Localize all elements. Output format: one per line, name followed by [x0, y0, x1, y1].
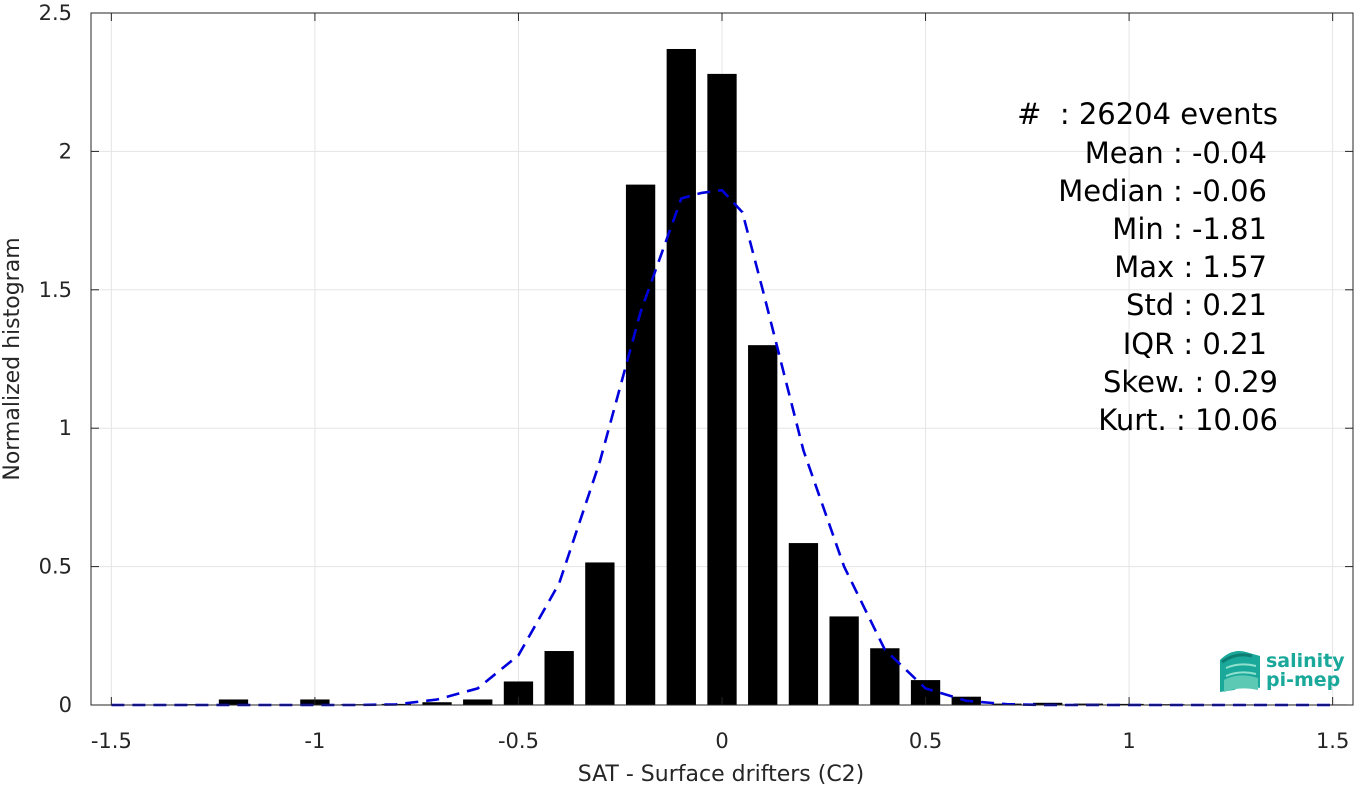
wave-logo-icon — [1220, 651, 1260, 692]
stat-iqr: IQR : 0.21 — [1123, 327, 1267, 361]
y-tick-label: 0 — [59, 693, 72, 717]
stat-mean: Mean : -0.04 — [1085, 136, 1267, 170]
logo-text-pimep: pi-mep — [1266, 669, 1340, 691]
histogram-bar — [625, 184, 656, 706]
histogram-bar — [748, 345, 778, 705]
x-tick-label: -0.5 — [498, 729, 539, 753]
histogram-bar — [218, 699, 249, 705]
histogram-bar — [829, 616, 859, 705]
histogram-bar — [788, 543, 819, 705]
y-tick-label: 2.5 — [39, 1, 72, 25]
histogram-bar — [503, 681, 534, 705]
histogram-bar — [585, 562, 615, 705]
x-axis-ticks: -1.5 -1 -0.5 0 0.5 1 1.5 — [91, 13, 1349, 753]
x-tick-label: -1.5 — [91, 729, 132, 753]
histogram-bar — [707, 73, 737, 706]
histogram-bar — [870, 648, 900, 705]
y-tick-label: 1.5 — [39, 278, 72, 302]
histogram-bar — [666, 48, 696, 705]
y-tick-label: 2 — [59, 139, 72, 163]
y-axis-label: Normalized histogram — [0, 237, 25, 480]
histogram-bar — [422, 702, 452, 705]
salinity-pimep-logo: salinity pi-mep — [1220, 650, 1345, 692]
stat-std: Std : 0.21 — [1126, 288, 1267, 322]
stats-box: # : 26204 events Mean : -0.04 Median : -… — [1017, 97, 1278, 437]
stat-skew: Skew. : 0.29 — [1103, 365, 1278, 399]
x-axis-label: SAT - Surface drifters (C2) — [578, 762, 865, 785]
stat-max: Max : 1.57 — [1114, 250, 1267, 284]
x-tick-label: 0.5 — [909, 729, 942, 753]
logo-text-salinity: salinity — [1266, 650, 1345, 672]
y-axis-ticks: 0 0.5 1 1.5 2 2.5 — [39, 1, 1353, 717]
x-tick-label: 1.5 — [1316, 729, 1349, 753]
y-tick-label: 0.5 — [39, 555, 72, 579]
stat-median: Median : -0.06 — [1058, 174, 1267, 208]
x-tick-label: -1 — [304, 729, 325, 753]
histogram-bars — [96, 48, 1348, 706]
histogram-bar — [544, 651, 574, 705]
stat-kurt: Kurt. : 10.06 — [1098, 403, 1278, 437]
histogram-bar — [463, 699, 493, 705]
y-tick-label: 1 — [59, 416, 72, 440]
stat-min: Min : -1.81 — [1112, 212, 1267, 246]
x-tick-label: 1 — [1122, 729, 1135, 753]
x-tick-label: 0 — [715, 729, 728, 753]
stat-events: # : 26204 events — [1017, 97, 1278, 131]
